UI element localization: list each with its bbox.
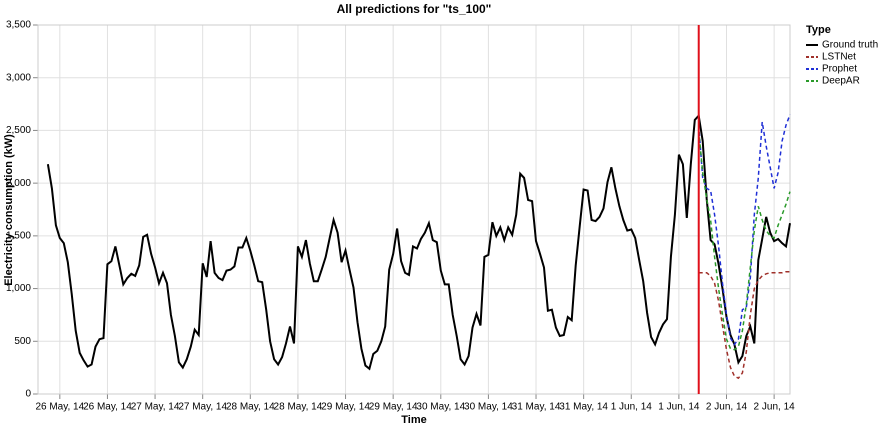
y-tick-label: 3,000 <box>6 72 31 83</box>
x-tick-label: 1 Jun, 14 <box>611 402 653 413</box>
y-tick-label: 1,000 <box>6 283 31 294</box>
legend-label: Prophet <box>822 64 857 75</box>
x-tick-label: 29 May, 14 <box>321 402 370 413</box>
legend-label: LSTNet <box>822 52 856 63</box>
x-tick-label: 2 Jun, 14 <box>706 402 748 413</box>
y-tick-label: 3,500 <box>6 20 31 31</box>
x-tick-label: 1 Jun, 14 <box>658 402 700 413</box>
x-tick-label: 31 May, 14 <box>559 402 608 413</box>
legend-label: Ground truth <box>822 40 878 51</box>
x-tick-label: 28 May, 14 <box>274 402 323 413</box>
y-tick-label: 0 <box>25 389 31 400</box>
x-tick-label: 29 May, 14 <box>369 402 418 413</box>
x-tick-label: 2 Jun, 14 <box>754 402 796 413</box>
y-tick-label: 2,000 <box>6 178 31 189</box>
y-tick-label: 1,500 <box>6 230 31 241</box>
x-tick-label: 26 May, 14 <box>35 402 84 413</box>
series-line <box>698 270 790 380</box>
series-line <box>697 130 791 351</box>
x-tick-label: 30 May, 14 <box>416 402 465 413</box>
legend-label: DeepAR <box>822 76 860 87</box>
x-tick-label: 30 May, 14 <box>464 402 513 413</box>
x-tick-label: 27 May, 14 <box>131 402 180 413</box>
y-axis-label: Electricity consumption (kW) <box>3 134 15 286</box>
x-tick-label: 27 May, 14 <box>178 402 227 413</box>
x-tick-label: 28 May, 14 <box>226 402 275 413</box>
series-line <box>697 114 791 346</box>
legend-title: Type <box>806 24 831 36</box>
y-tick-label: 2,500 <box>6 125 31 136</box>
x-tick-label: 26 May, 14 <box>83 402 132 413</box>
x-axis-label: Time <box>401 414 426 426</box>
x-tick-label: 31 May, 14 <box>512 402 561 413</box>
plot-frame <box>37 24 791 395</box>
y-tick-label: 500 <box>14 336 31 347</box>
chart-title: All predictions for "ts_100" <box>337 2 492 16</box>
series-line <box>46 113 791 371</box>
